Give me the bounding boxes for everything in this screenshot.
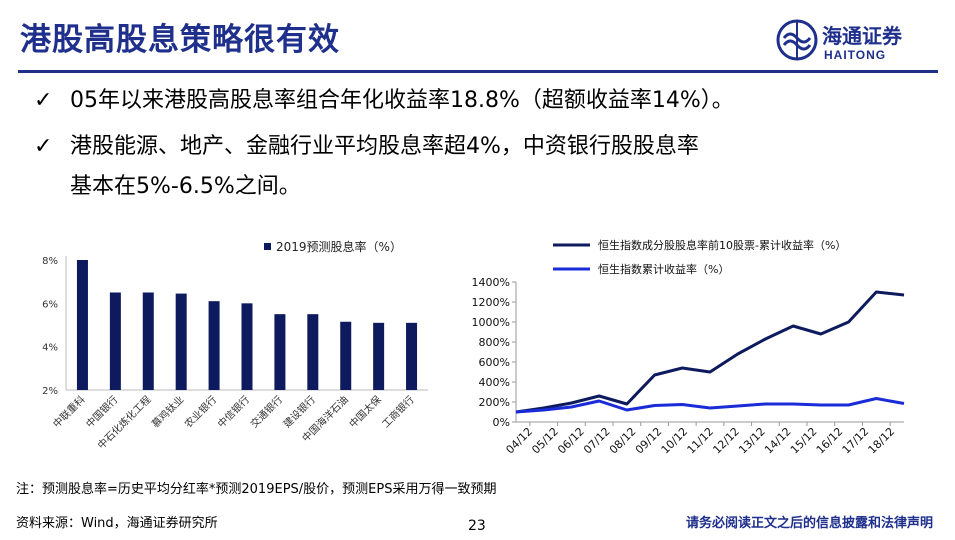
line-x-tick-label: 17/12 [840,425,872,457]
line-x-tick-label: 10/12 [659,425,691,457]
bullet-2-text: 港股能源、地产、金融行业平均股息率超4%，中资银行股股息率 [70,134,699,159]
line-legend-label-1: 恒生指数成分股股息率前10股票-累计收益率（%） [598,238,846,252]
logo-cn-text: 海通证券 [822,24,902,48]
data-source: 资料来源：Wind，海通证券研究所 [16,516,218,531]
footnote: 注：预测股息率=历史平均分红率*预测2019EPS/股价，预测EPS采用万得一致… [16,482,497,497]
bar [76,260,88,390]
line-y-tick-label: 1400% [472,276,510,289]
line-x-tick-label: 09/12 [633,425,665,457]
line-x-tick-label: 11/12 [685,425,717,457]
line-x-tick-label: 05/12 [529,425,561,457]
line-x-tick-label: 15/12 [788,425,820,457]
bar [208,301,220,390]
series-line-hang-seng [515,397,905,414]
bar-category-label: 中国太保 [346,393,383,430]
bar [340,321,352,390]
title-divider [18,70,938,73]
line-y-tick-label: 0% [493,416,510,429]
line-y-tick-label: 200% [479,396,510,409]
line-x-tick-label: 14/12 [762,425,794,457]
bar-legend-swatch [264,243,271,250]
bar-category-label: 中石化炼化工程 [95,393,154,452]
line-x-tick-label: 18/12 [866,425,898,457]
haitong-logo: 海通证券 HAITONG [776,18,936,66]
series-line-top10-dividend [515,290,905,414]
bar [142,292,154,390]
line-y-tick-label: 1200% [472,296,510,309]
logo-en-text: HAITONG [824,48,887,62]
bullet-2-continued-text: 基本在5%-6.5%之间。 [70,174,301,199]
cumulative-return-line-chart: 恒生指数成分股股息率前10股票-累计收益率（%） 恒生指数累计收益率（%） 0%… [472,238,905,457]
bar [406,322,418,390]
bar-category-label: 农业银行 [182,393,219,430]
bar [307,314,319,390]
bar-category-label: 中联重科 [50,393,87,430]
line-x-tick-label: 16/12 [814,425,846,457]
bullet-1-text: 05年以来港股高股息率组合年化收益率18.8%（超额收益率14%）。 [70,88,734,113]
slide-title: 港股高股息策略很有效 [20,22,340,58]
bar-category-label: 工商银行 [379,393,416,430]
line-y-tick-label: 600% [479,356,510,369]
line-x-tick-label: 06/12 [555,425,587,457]
bar [274,314,286,390]
haitong-emblem-icon [776,19,818,61]
bar-category-label: 中信银行 [215,393,252,430]
bar [241,303,253,390]
page-number: 23 [468,518,486,534]
check-icon: ✓ [34,134,53,159]
bar [175,293,187,390]
bar-y-tick-label: 8% [42,256,58,267]
line-x-tick-label: 08/12 [607,425,639,457]
check-icon: ✓ [34,88,53,113]
line-y-tick-label: 400% [479,376,510,389]
bar-y-tick-label: 6% [42,299,58,310]
bar-legend-label: 2019预测股息率（%） [276,239,402,254]
line-x-tick-label: 04/12 [503,425,535,457]
line-x-tick-label: 13/12 [736,425,768,457]
disclaimer: 请务必阅读正文之后的信息披露和法律声明 [685,516,933,531]
line-y-tick-label: 1000% [472,316,510,329]
bar-y-tick-label: 4% [42,343,58,354]
bar-y-tick-label: 2% [42,386,58,397]
bar-category-label: 交通银行 [248,393,285,430]
line-x-tick-label: 12/12 [710,425,742,457]
line-x-tick-label: 07/12 [581,425,613,457]
bar-category-label: 慕鸡钛业 [149,393,186,430]
line-legend-label-2: 恒生指数累计收益率（%） [598,262,729,276]
bar [373,322,385,390]
dividend-yield-bar-chart: 2019预测股息率（%） 2%4%6%8%中联重科中国银行中石化炼化工程慕鸡钛业… [42,239,428,452]
bar [109,292,121,390]
line-y-tick-label: 800% [479,336,510,349]
